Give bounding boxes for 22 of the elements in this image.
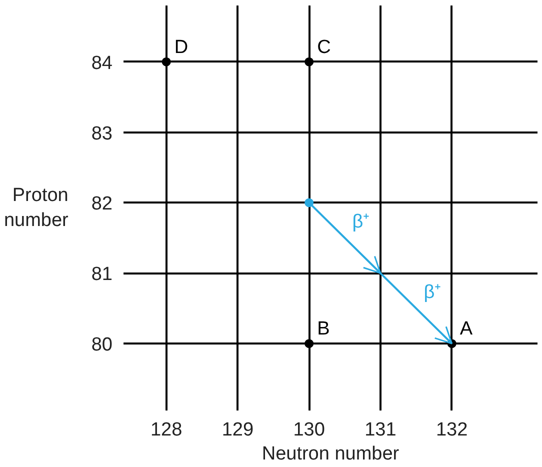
x-tick-label: 128	[150, 420, 182, 440]
annotation: β⁺	[424, 282, 441, 303]
x-axis-title: Neutron number	[262, 444, 400, 464]
y-axis-title: Proton number	[4, 184, 70, 232]
y-tick-label: 80	[91, 334, 113, 356]
x-tick-label: 130	[293, 420, 325, 440]
y-tick-label: 84	[91, 52, 113, 74]
x-tick-label: 129	[222, 420, 254, 440]
point	[304, 198, 314, 208]
x-tick-label: 132	[436, 420, 468, 440]
y-tick-label: 81	[91, 264, 113, 286]
point	[162, 57, 171, 66]
y-tick-label: 82	[91, 194, 113, 215]
x-tick-label: 131	[364, 420, 396, 440]
point	[304, 339, 314, 348]
data-label: C	[317, 36, 331, 58]
data-label: A	[460, 318, 473, 340]
data-label: D	[174, 36, 188, 58]
data-label: B	[317, 318, 330, 340]
annotation: β⁺	[352, 211, 370, 232]
point	[304, 57, 314, 66]
y-tick-label: 83	[91, 123, 113, 144]
